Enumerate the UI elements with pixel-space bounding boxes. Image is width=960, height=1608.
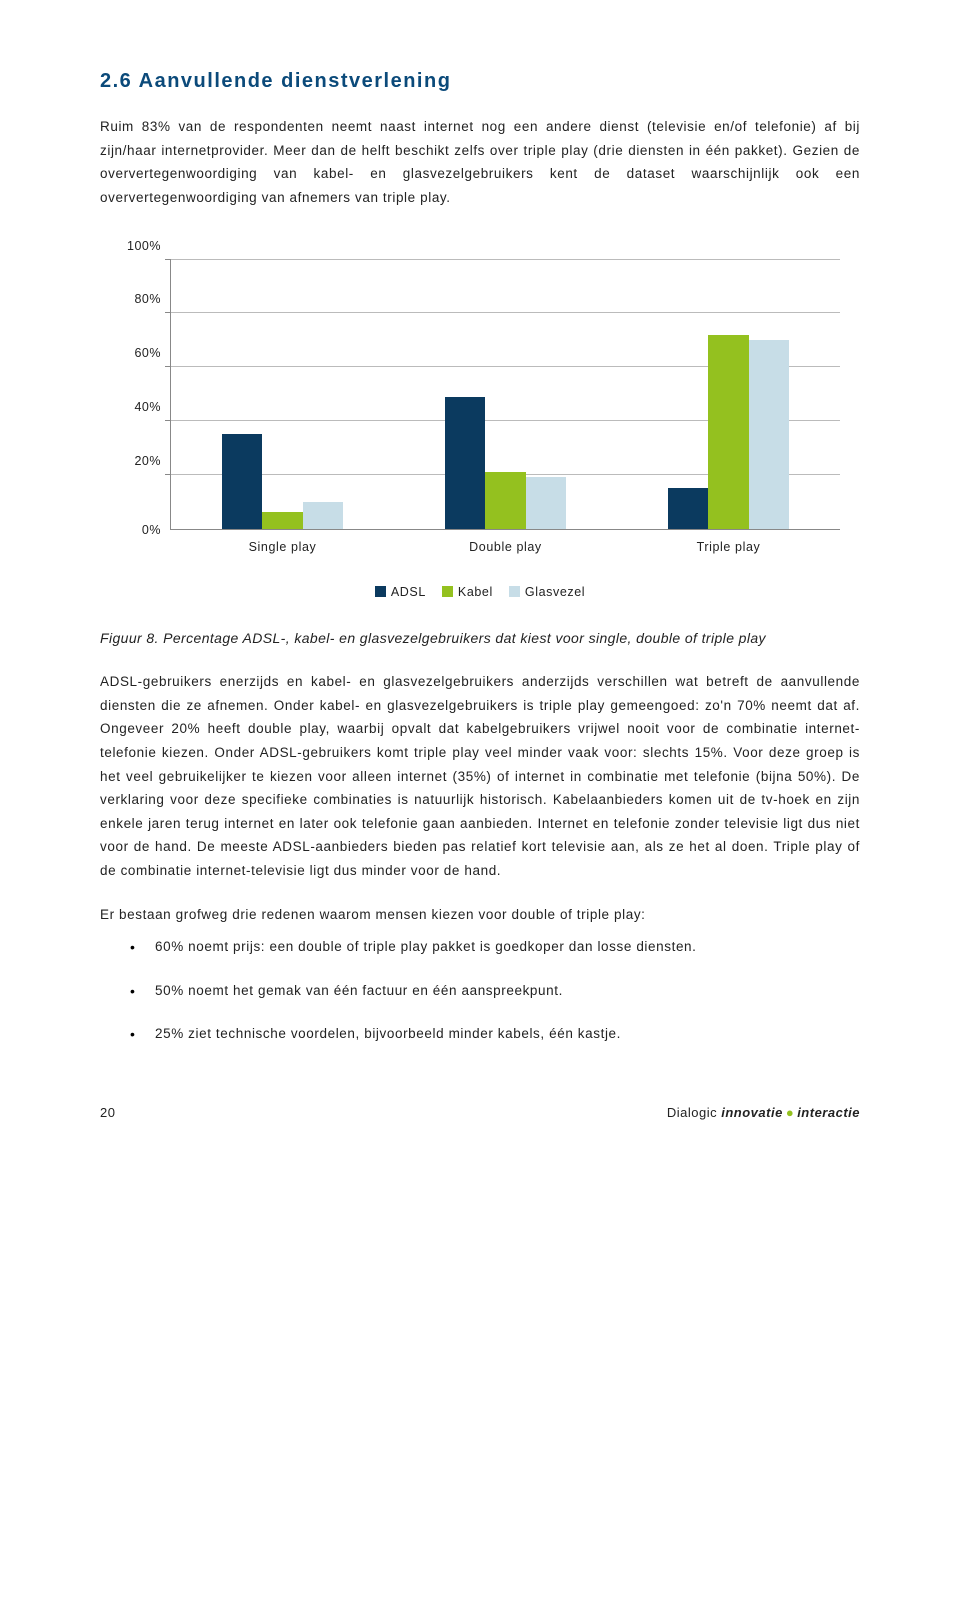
legend-item: Glasvezel: [509, 585, 585, 599]
chart-bar: [485, 472, 525, 528]
chart-bar: [668, 488, 708, 528]
chart-group: Triple play: [668, 260, 788, 529]
y-tick-label: 60%: [111, 346, 161, 360]
y-tick-label: 40%: [111, 400, 161, 414]
chart-bar: [526, 477, 566, 528]
brand-interactie: interactie: [797, 1105, 860, 1120]
page-footer: 20 Dialogic innovatie●interactie: [100, 1105, 860, 1120]
page-number: 20: [100, 1105, 115, 1120]
chart-bar: [708, 335, 748, 529]
chart-plot-area: 0% 20%40%60%80%100%Single playDouble pla…: [170, 260, 840, 530]
legend-item: ADSL: [375, 585, 426, 599]
bullet-item: 60% noemt prijs: een double of triple pl…: [130, 936, 860, 958]
bullet-item: 25% ziet technische voordelen, bijvoorbe…: [130, 1023, 860, 1045]
paragraph-1: Ruim 83% van de respondenten neemt naast…: [100, 115, 860, 210]
legend-swatch-icon: [375, 586, 386, 597]
chart-bar: [222, 434, 262, 528]
legend-swatch-icon: [442, 586, 453, 597]
legend-swatch-icon: [509, 586, 520, 597]
bullet-list: 60% noemt prijs: een double of triple pl…: [130, 936, 860, 1045]
y-tick-label: 20%: [111, 454, 161, 468]
chart-group: Double play: [445, 260, 565, 529]
paragraph-3: Er bestaan grofweg drie redenen waarom m…: [100, 903, 860, 927]
section-number: 2.6: [100, 70, 132, 92]
legend-label: Kabel: [458, 585, 493, 599]
y-tick-label: 80%: [111, 292, 161, 306]
page: 2.6 Aanvullende dienstverlening Ruim 83%…: [0, 0, 960, 1180]
section-title-text: Aanvullende dienstverlening: [139, 70, 452, 92]
legend-label: ADSL: [391, 585, 426, 599]
chart-bar: [303, 502, 343, 529]
bullet-item: 50% noemt het gemak van één factuur en é…: [130, 980, 860, 1002]
chart-bar: [445, 397, 485, 529]
x-axis-label: Double play: [445, 540, 565, 554]
x-axis-label: Triple play: [668, 540, 788, 554]
x-axis-label: Single play: [222, 540, 342, 554]
legend-item: Kabel: [442, 585, 493, 599]
chart-legend: ADSL Kabel Glasvezel: [100, 585, 860, 601]
section-heading: 2.6 Aanvullende dienstverlening: [100, 70, 860, 93]
chart-group: Single play: [222, 260, 342, 529]
chart-bar: [262, 512, 302, 528]
chart-container: 0% 20%40%60%80%100%Single playDouble pla…: [100, 260, 860, 601]
legend-label: Glasvezel: [525, 585, 585, 599]
paragraph-2: ADSL-gebruikers enerzijds en kabel- en g…: [100, 670, 860, 883]
brand-firm: Dialogic: [667, 1105, 717, 1120]
brand-dot-icon: ●: [786, 1105, 794, 1120]
footer-brand: Dialogic innovatie●interactie: [667, 1105, 860, 1120]
chart-bar: [749, 340, 789, 528]
brand-innovatie: innovatie: [721, 1105, 783, 1120]
bar-chart: 0% 20%40%60%80%100%Single playDouble pla…: [100, 260, 860, 560]
figure-caption: Figuur 8. Percentage ADSL-, kabel- en gl…: [100, 630, 860, 646]
y-tick-0: 0%: [111, 523, 161, 537]
y-tick-label: 100%: [111, 239, 161, 253]
